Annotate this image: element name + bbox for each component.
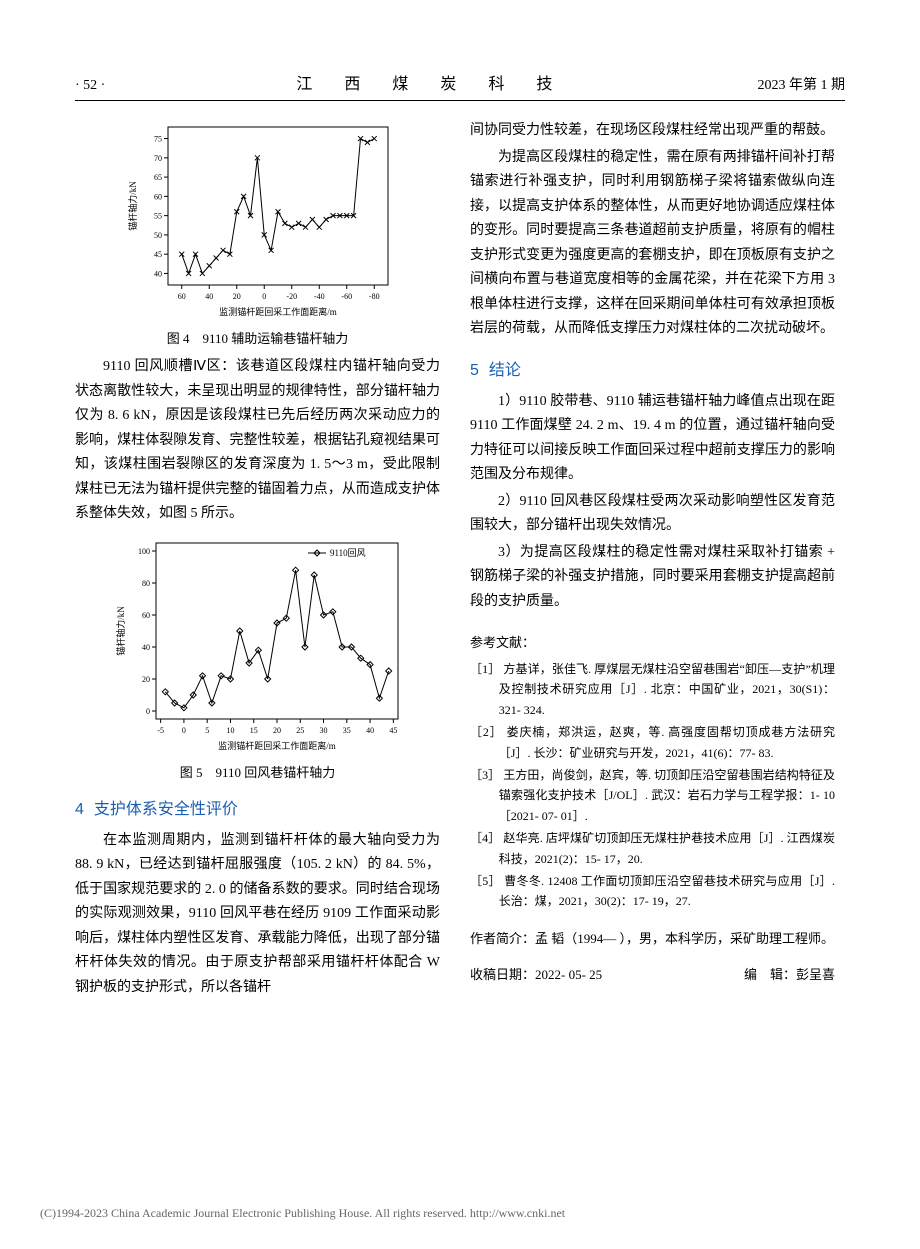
page-header: · 52 · 江 西 煤 炭 科 技 2023 年第 1 期 bbox=[75, 70, 845, 101]
sec4-title: 支护体系安全性评价 bbox=[94, 801, 238, 818]
sec4-num: 4 bbox=[75, 801, 84, 818]
copyright-footer: (C)1994-2023 China Academic Journal Elec… bbox=[40, 1206, 880, 1221]
svg-text:监测锚杆距回采工作面距离/m: 监测锚杆距回采工作面距离/m bbox=[218, 740, 336, 751]
section-4-heading: 4 支护体系安全性评价 bbox=[75, 795, 440, 819]
svg-text:25: 25 bbox=[296, 726, 304, 735]
para-right-3: 1）9110 胶带巷、9110 辅运巷锚杆轴力峰值点出现在距 9110 工作面煤… bbox=[470, 390, 835, 488]
svg-text:65: 65 bbox=[154, 173, 162, 182]
svg-text:75: 75 bbox=[154, 135, 162, 144]
svg-text:100: 100 bbox=[138, 547, 150, 556]
references-list: ［1］ 方基详，张佳飞. 厚煤层无煤柱沿空留巷围岩“卸压—支护”机理及控制技术研… bbox=[470, 659, 835, 912]
sec5-num: 5 bbox=[470, 362, 479, 379]
sec5-title: 结论 bbox=[489, 362, 521, 379]
svg-text:60: 60 bbox=[154, 192, 162, 201]
svg-text:20: 20 bbox=[273, 726, 281, 735]
page-number: · 52 · bbox=[75, 78, 105, 94]
svg-text:-5: -5 bbox=[157, 726, 164, 735]
svg-text:20: 20 bbox=[232, 292, 240, 301]
svg-text:45: 45 bbox=[154, 250, 162, 259]
svg-text:35: 35 bbox=[342, 726, 350, 735]
svg-text:45: 45 bbox=[389, 726, 397, 735]
svg-text:0: 0 bbox=[262, 292, 266, 301]
svg-text:5: 5 bbox=[205, 726, 209, 735]
para-right-2: 为提高区段煤柱的稳定性，需在原有两排锚杆间补打帮锚索进行补强支护，同时利用钢筋梯… bbox=[470, 146, 835, 342]
svg-text:60: 60 bbox=[142, 611, 150, 620]
svg-text:55: 55 bbox=[154, 212, 162, 221]
para-left-2: 在本监测周期内，监测到锚杆杆体的最大轴向受力为 88. 9 kN，已经达到锚杆屈… bbox=[75, 829, 440, 1001]
svg-text:15: 15 bbox=[249, 726, 257, 735]
svg-text:监测锚杆距回采工作面距离/m: 监测锚杆距回采工作面距离/m bbox=[219, 306, 337, 317]
svg-text:60: 60 bbox=[177, 292, 185, 301]
svg-text:9110回风: 9110回风 bbox=[330, 548, 366, 558]
issue-label: 2023 年第 1 期 bbox=[758, 74, 846, 94]
author-bio: 作者简介：孟 韬（1994— ），男，本科学历，采矿助理工程师。 bbox=[470, 928, 835, 950]
received-date: 收稿日期：2022- 05- 25 bbox=[470, 964, 602, 983]
svg-text:锚杆轴力/kN: 锚杆轴力/kN bbox=[127, 181, 138, 231]
svg-text:40: 40 bbox=[142, 643, 150, 652]
references-title: 参考文献： bbox=[470, 632, 835, 651]
para-left-1: 9110 回风顺槽Ⅳ区：该巷道区段煤柱内锚杆轴向受力状态离散性较大，未呈现出明显… bbox=[75, 355, 440, 527]
svg-text:-60: -60 bbox=[341, 292, 352, 301]
figure-5: 0 20 40 60 80 100 -5 0 5 10 15 20 25 30 35 40 45 9110回风锚杆… bbox=[75, 533, 440, 758]
reference-item: ［5］ 曹冬冬. 12408 工作面切顶卸压沿空留巷技术研究与应用［J］. 长治… bbox=[470, 871, 835, 912]
svg-text:40: 40 bbox=[205, 292, 213, 301]
fig5-chart: 0 20 40 60 80 100 -5 0 5 10 15 20 25 30 35 40 45 9110回风锚杆… bbox=[108, 533, 408, 753]
para-right-4: 2）9110 回风巷区段煤柱受两次采动影响塑性区发育范围较大，部分锚杆出现失效情… bbox=[470, 490, 835, 539]
journal-title: 江 西 煤 炭 科 技 bbox=[296, 70, 566, 94]
para-right-5: 3）为提高区段煤柱的稳定性需对煤柱采取补打锚索 + 钢筋梯子梁的补强支护措施，同… bbox=[470, 541, 835, 615]
reference-item: ［3］ 王方田，尚俊剑，赵宾，等. 切顶卸压沿空留巷围岩结构特征及锚索强化支护技… bbox=[470, 765, 835, 826]
section-5-heading: 5 结论 bbox=[470, 356, 835, 380]
svg-text:20: 20 bbox=[142, 675, 150, 684]
svg-text:80: 80 bbox=[142, 579, 150, 588]
svg-text:0: 0 bbox=[181, 726, 185, 735]
svg-text:40: 40 bbox=[366, 726, 374, 735]
svg-text:-80: -80 bbox=[368, 292, 379, 301]
svg-text:0: 0 bbox=[146, 707, 150, 716]
svg-text:10: 10 bbox=[226, 726, 234, 735]
svg-text:70: 70 bbox=[154, 154, 162, 163]
fig4-chart: 40 45 50 55 60 65 70 75 60 40 20 0 -20 -40 -60 -80 锚杆轴力/… bbox=[118, 119, 398, 319]
svg-text:锚杆轴力/kN: 锚杆轴力/kN bbox=[115, 605, 126, 655]
reference-item: ［2］ 娄庆楠，郑洪运，赵爽，等. 高强度固帮切顶成巷方法研究［J］. 长沙：矿… bbox=[470, 722, 835, 763]
footer-row: 收稿日期：2022- 05- 25 编 辑：彭呈喜 bbox=[470, 964, 835, 983]
svg-text:-40: -40 bbox=[313, 292, 324, 301]
svg-text:40: 40 bbox=[154, 269, 162, 278]
reference-item: ［1］ 方基详，张佳飞. 厚煤层无煤柱沿空留巷围岩“卸压—支护”机理及控制技术研… bbox=[470, 659, 835, 720]
fig4-caption: 图 4 9110 辅助运输巷锚杆轴力 bbox=[75, 328, 440, 347]
fig5-caption: 图 5 9110 回风巷锚杆轴力 bbox=[75, 762, 440, 781]
svg-text:50: 50 bbox=[154, 231, 162, 240]
figure-4: 40 45 50 55 60 65 70 75 60 40 20 0 -20 -40 -60 -80 锚杆轴力/… bbox=[75, 119, 440, 324]
editor: 编 辑：彭呈喜 bbox=[744, 964, 835, 983]
reference-item: ［4］ 赵华亮. 店坪煤矿切顶卸压无煤柱护巷技术应用［J］. 江西煤炭科技，20… bbox=[470, 828, 835, 869]
para-right-1: 间协同受力性较差，在现场区段煤柱经常出现严重的帮鼓。 bbox=[470, 119, 835, 144]
svg-text:30: 30 bbox=[319, 726, 327, 735]
svg-text:-20: -20 bbox=[286, 292, 297, 301]
